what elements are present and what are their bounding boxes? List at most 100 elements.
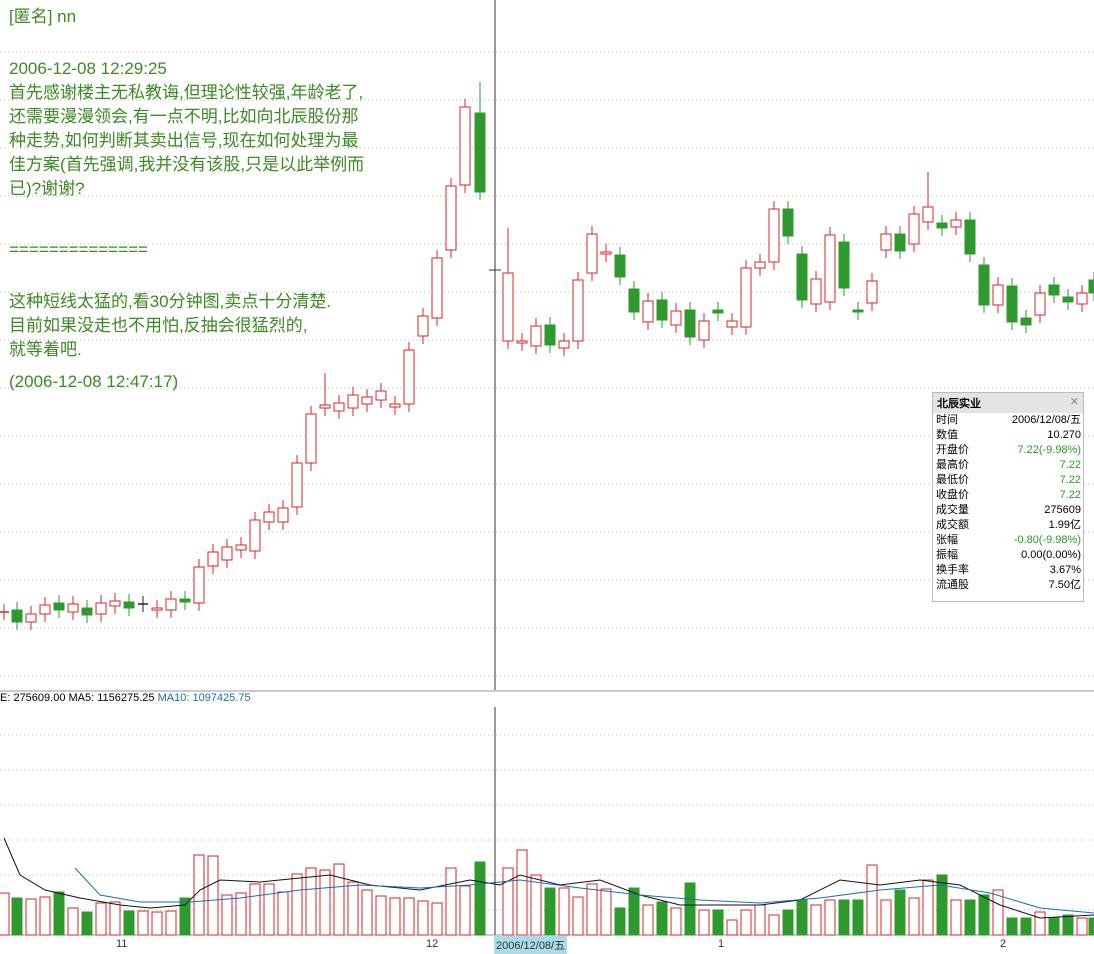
info-label: 开盘价: [936, 444, 969, 456]
reply-line: 就等着吧.: [9, 340, 82, 359]
info-value: 2006/12/08/五: [1011, 414, 1081, 426]
volume-bar: [894, 889, 906, 936]
info-label: 最低价: [936, 474, 969, 486]
volume-bar: [95, 902, 107, 936]
volume-bar: [936, 874, 948, 936]
candle-body: [333, 402, 345, 412]
info-label: 张幅: [936, 534, 958, 546]
candle-body: [922, 206, 934, 223]
candle-body: [109, 600, 121, 607]
candle-body: [347, 394, 359, 409]
candle-body: [417, 315, 429, 337]
volume-bar: [1006, 917, 1018, 936]
candle-body: [586, 233, 598, 274]
candle-body: [964, 219, 976, 255]
candle-body: [908, 213, 920, 245]
candle-body: [1062, 296, 1074, 303]
reply-line: 目前如果没走也不用怕,反抽会很猛烈的,: [9, 316, 308, 335]
info-row: 振幅 0.00(0.00%): [933, 548, 1083, 563]
info-label: 数值: [936, 429, 958, 441]
volume-bar: [712, 909, 724, 936]
candle-body: [1006, 285, 1018, 323]
volume-bar: [403, 897, 415, 936]
post-line: 佳方案(首先强调,我并没有该股,只是以此举例而: [9, 155, 365, 174]
candle-body: [67, 603, 79, 613]
volume-bar: [810, 904, 822, 936]
candle-body: [572, 279, 584, 342]
candle-body: [698, 320, 710, 341]
candle-body: [656, 299, 668, 321]
candle-body: [992, 284, 1004, 306]
candle-body: [740, 267, 752, 328]
candle-body: [277, 507, 289, 523]
volume-bar: [81, 911, 93, 936]
volume-bar: [277, 891, 289, 936]
volume-bar: [333, 863, 345, 936]
volume-bar: [922, 879, 934, 936]
volume-bar: [1034, 911, 1046, 936]
info-value: -0.80(-9.98%): [1013, 534, 1081, 546]
volume-bar: [684, 882, 696, 936]
vol: E: 275609.00: [0, 692, 66, 704]
candle-body: [628, 288, 640, 313]
info-value: 7.22(-9.98%): [1017, 444, 1081, 456]
volume-bar: [319, 869, 331, 936]
post-body: 首先感谢楼主无私教诲,但理论性较强,年龄老了, 还需要漫漫领会,有一点不明,比如向…: [9, 81, 364, 201]
volume-bar: [207, 855, 219, 936]
close[interactable]: ✕: [1069, 396, 1079, 408]
candle-body: [263, 511, 275, 523]
info-row: 成交量 275609: [933, 503, 1083, 518]
candle-body: [1048, 284, 1060, 296]
volume-bar: [656, 901, 668, 936]
candle-body: [95, 602, 107, 615]
candle-body: [544, 324, 556, 346]
volume-bar: [11, 897, 23, 936]
info-row: 最高价 7.22: [933, 458, 1083, 473]
volume-bar: [950, 899, 962, 936]
candle-body: [165, 598, 177, 611]
post-line: 已)?谢谢?: [9, 179, 85, 198]
volume-bar: [361, 889, 373, 936]
ma10: MA10: 1097425.75: [157, 692, 251, 704]
volume-bar: [25, 898, 37, 936]
candle-body: [950, 219, 962, 228]
post-line: 首先感谢楼主无私教诲,但理论性较强,年龄老了,: [9, 83, 364, 102]
candle-body: [474, 112, 486, 193]
info-value: 7.22: [1059, 474, 1081, 486]
candle-body: [459, 106, 471, 186]
candle-body: [291, 462, 303, 508]
candle-body: [614, 254, 626, 278]
candle-body: [866, 280, 878, 304]
volume-bar: [67, 907, 79, 936]
candle-body: [179, 598, 191, 603]
popup-title-text: 北辰实业: [937, 398, 981, 410]
candle-body: [852, 309, 864, 313]
candle-body: [726, 320, 738, 328]
volume-bar: [586, 883, 598, 936]
info-label: 换手率: [936, 564, 969, 576]
candle-body: [796, 253, 808, 301]
x-label: 12: [426, 938, 439, 950]
info-row: 流通股 7.50亿: [933, 578, 1083, 593]
author: [匿名] nn: [9, 7, 77, 26]
ma5: MA5: 1156275.25: [68, 692, 155, 704]
candle-body: [754, 261, 766, 269]
volume-bar: [782, 909, 794, 936]
info-label: 收盘价: [936, 489, 969, 501]
volume-bar: [908, 897, 920, 936]
volume-bar: [572, 896, 584, 936]
candle-body: [530, 325, 542, 347]
x-label: 1: [718, 938, 725, 950]
candle-body: [389, 403, 401, 408]
candle-body: [502, 272, 514, 342]
volume-bar: [221, 894, 233, 936]
candle-body: [11, 609, 23, 623]
candle-body: [361, 396, 373, 405]
info-label: 最高价: [936, 459, 969, 471]
volume-bar: [880, 899, 892, 936]
volume-bar: [516, 849, 528, 936]
volume-bar: [39, 896, 51, 936]
reply-body: 这种短线太猛的,看30分钟图,卖点十分清楚. 目前如果没走也不用怕,反抽会很猛烈的…: [9, 290, 331, 362]
info-label: 成交额: [936, 519, 969, 531]
candle-body: [39, 604, 51, 615]
